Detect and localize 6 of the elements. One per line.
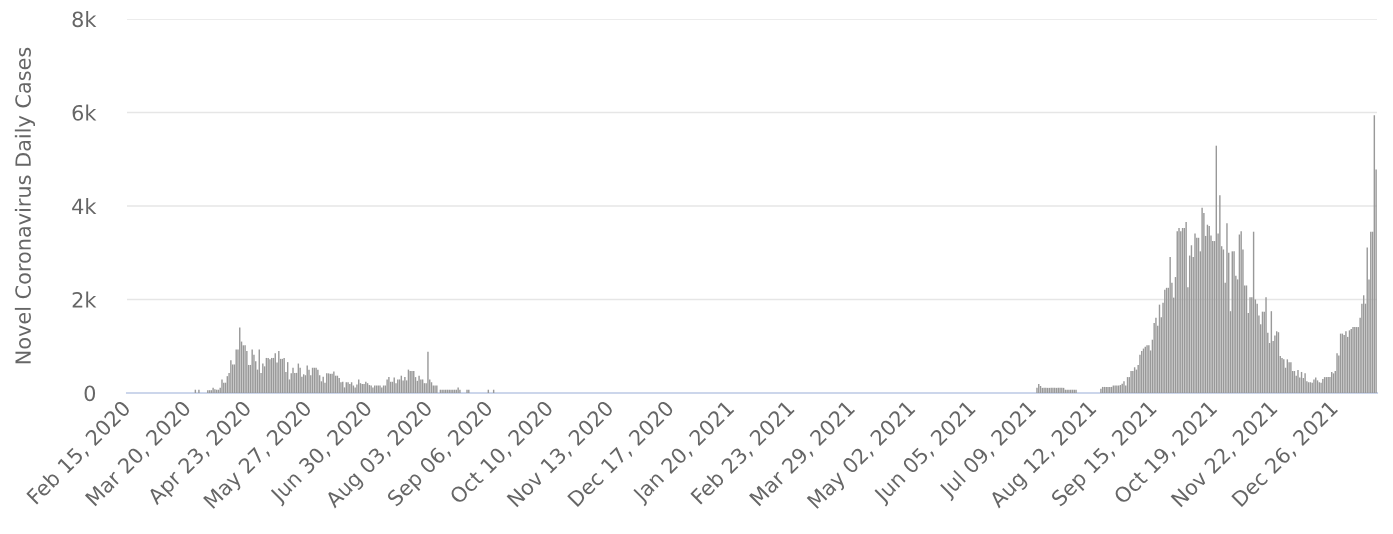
y-axis-title: Novel Coronavirus Daily Cases <box>14 47 35 364</box>
y-tick-label: 8k <box>72 11 97 28</box>
y-tick-label: 4k <box>72 198 97 214</box>
y-tick-label: 2k <box>72 291 97 308</box>
y-tick-label: 0 <box>84 385 96 402</box>
y-tick-label: 6k <box>72 104 97 121</box>
